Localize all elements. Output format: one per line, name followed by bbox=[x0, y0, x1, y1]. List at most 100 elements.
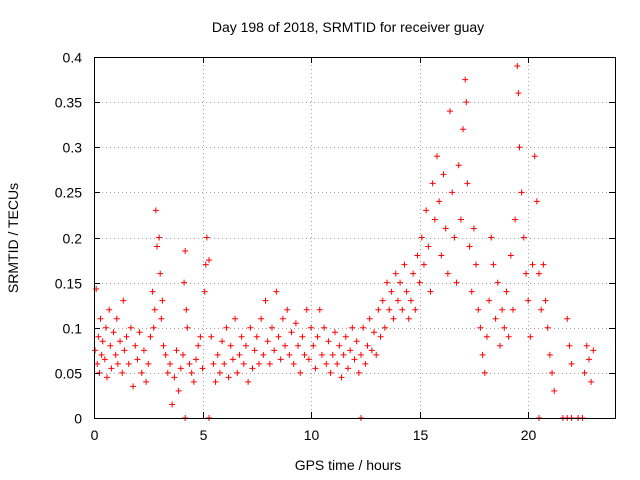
data-point bbox=[97, 315, 104, 322]
data-point bbox=[195, 342, 202, 349]
data-point bbox=[279, 315, 286, 322]
data-point bbox=[515, 90, 522, 97]
data-point bbox=[499, 306, 506, 313]
data-point bbox=[221, 360, 228, 367]
data-point bbox=[436, 198, 443, 205]
data-point bbox=[125, 360, 132, 367]
data-point bbox=[512, 216, 519, 223]
data-point bbox=[117, 338, 124, 345]
data-point bbox=[223, 324, 230, 331]
data-point bbox=[509, 306, 516, 313]
data-point bbox=[514, 63, 521, 70]
grid-lines bbox=[94, 57, 615, 418]
y-tick-label: 0.2 bbox=[63, 231, 83, 247]
data-point bbox=[290, 360, 297, 367]
data-point bbox=[494, 279, 501, 286]
data-point bbox=[275, 333, 282, 340]
data-point bbox=[202, 261, 209, 268]
data-point bbox=[342, 333, 349, 340]
data-point bbox=[140, 347, 147, 354]
data-point bbox=[212, 378, 219, 385]
y-tick-label: 0.15 bbox=[55, 276, 82, 292]
data-point bbox=[529, 261, 536, 268]
data-point bbox=[227, 342, 234, 349]
data-point bbox=[225, 374, 232, 381]
data-point bbox=[301, 351, 308, 358]
data-point bbox=[153, 243, 160, 250]
data-points bbox=[92, 63, 597, 421]
data-point bbox=[522, 270, 529, 277]
data-point bbox=[438, 252, 445, 259]
data-point bbox=[433, 153, 440, 160]
data-point bbox=[481, 369, 488, 376]
x-tick-label: 5 bbox=[200, 427, 208, 443]
data-point bbox=[399, 306, 406, 313]
data-point bbox=[134, 356, 141, 363]
data-point bbox=[208, 333, 215, 340]
data-point bbox=[96, 369, 103, 376]
data-point bbox=[160, 342, 167, 349]
data-point bbox=[282, 342, 289, 349]
x-tick-label: 0 bbox=[91, 427, 99, 443]
data-point bbox=[245, 378, 252, 385]
data-point bbox=[549, 369, 556, 376]
data-point bbox=[384, 279, 391, 286]
data-point bbox=[486, 297, 493, 304]
data-point bbox=[242, 342, 249, 349]
data-point bbox=[449, 189, 456, 196]
data-point bbox=[95, 333, 102, 340]
data-point bbox=[405, 315, 412, 322]
data-point bbox=[162, 351, 169, 358]
data-point bbox=[360, 324, 367, 331]
data-point bbox=[477, 324, 484, 331]
data-point bbox=[507, 252, 514, 259]
x-tick-label: 15 bbox=[413, 427, 429, 443]
data-point bbox=[327, 369, 334, 376]
data-point bbox=[240, 360, 247, 367]
data-point bbox=[538, 306, 545, 313]
data-point bbox=[581, 369, 588, 376]
data-point bbox=[401, 261, 408, 268]
data-point bbox=[325, 338, 332, 345]
data-point bbox=[181, 279, 188, 286]
data-point bbox=[451, 234, 458, 241]
data-point bbox=[112, 351, 119, 358]
data-point bbox=[397, 279, 404, 286]
data-point bbox=[94, 360, 101, 367]
data-point bbox=[540, 261, 547, 268]
data-point bbox=[431, 216, 438, 223]
data-point bbox=[113, 315, 120, 322]
data-point bbox=[102, 324, 109, 331]
data-point bbox=[286, 351, 293, 358]
data-point bbox=[273, 288, 280, 295]
data-point bbox=[295, 342, 302, 349]
data-point bbox=[375, 306, 382, 313]
data-point bbox=[331, 329, 338, 336]
data-point bbox=[264, 338, 271, 345]
data-point bbox=[444, 270, 451, 277]
data-point bbox=[121, 347, 128, 354]
data-point bbox=[464, 180, 471, 187]
data-point bbox=[462, 76, 469, 83]
data-point bbox=[147, 333, 154, 340]
data-point bbox=[490, 261, 497, 268]
data-point bbox=[475, 306, 482, 313]
data-point bbox=[429, 180, 436, 187]
data-point bbox=[518, 189, 525, 196]
data-point bbox=[236, 351, 243, 358]
data-point bbox=[269, 324, 276, 331]
data-point bbox=[130, 383, 137, 390]
data-point bbox=[527, 333, 534, 340]
data-point bbox=[483, 333, 490, 340]
data-point bbox=[544, 324, 551, 331]
data-point bbox=[98, 351, 105, 358]
data-point bbox=[407, 297, 414, 304]
data-point bbox=[403, 288, 410, 295]
data-point bbox=[312, 365, 319, 372]
data-point bbox=[258, 315, 265, 322]
data-point bbox=[590, 347, 597, 354]
data-point bbox=[159, 297, 166, 304]
data-point bbox=[106, 306, 113, 313]
data-point bbox=[525, 297, 532, 304]
data-point bbox=[368, 347, 375, 354]
